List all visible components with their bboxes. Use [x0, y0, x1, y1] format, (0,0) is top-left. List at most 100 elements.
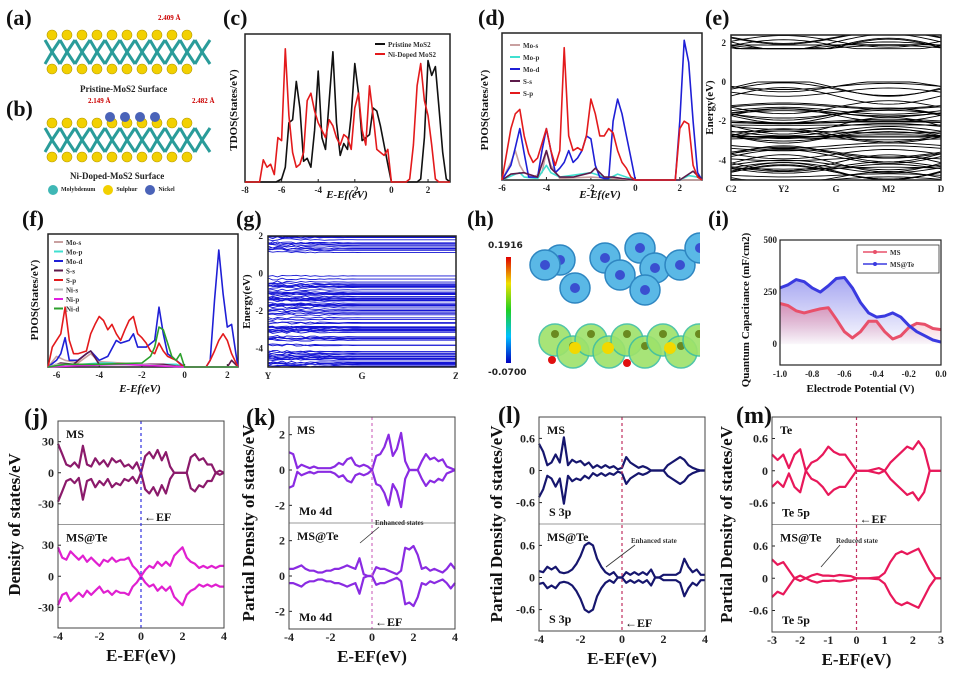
band-line — [268, 331, 456, 333]
x-tick-label: 4 — [452, 630, 458, 644]
bond — [120, 128, 127, 140]
subpanel-label: MS — [297, 423, 315, 437]
bond — [165, 40, 172, 52]
band-line — [268, 275, 456, 277]
sulphur-atom — [664, 342, 676, 354]
x-tick-label: -1 — [823, 633, 833, 647]
band-line — [731, 123, 941, 129]
bond — [120, 40, 127, 52]
bond — [97, 52, 105, 64]
atom — [659, 330, 667, 338]
x-tick-label: 2 — [678, 183, 683, 193]
y-axis-label: PDOS(States/eV) — [29, 259, 41, 340]
x-tick-label: 3 — [938, 633, 944, 647]
bond — [135, 140, 142, 152]
series-line-s-s — [502, 151, 702, 180]
nickel-atom — [150, 112, 160, 122]
y-tick-label: 2 — [279, 428, 285, 442]
colorbar-min-label: -0.0700 — [488, 368, 526, 378]
bond — [97, 40, 105, 52]
bond — [165, 128, 172, 140]
bond — [52, 128, 60, 140]
bond — [127, 128, 135, 140]
bond — [157, 40, 165, 52]
y-tick-label: 0.6 — [520, 431, 535, 445]
x-tick-label: 0 — [182, 370, 187, 380]
legend-label: S-s — [66, 268, 75, 276]
bond — [172, 52, 180, 64]
bond — [112, 52, 120, 64]
x-axis-label: E-EF(eV) — [106, 646, 176, 665]
y-axis-label: Partial Density of states/eV — [239, 424, 258, 622]
band-line — [268, 308, 456, 310]
x-tick-label: M2 — [882, 184, 895, 194]
y-tick-label: -0.6 — [749, 496, 768, 510]
sulphur-atom — [167, 118, 177, 128]
bond — [67, 40, 75, 52]
legend-label: Mo-s — [66, 239, 81, 247]
x-tick-label: -0.4 — [869, 369, 884, 379]
atom — [615, 270, 625, 280]
band-line — [268, 278, 456, 280]
caption-pristine: Pristine-MoS2 Surface — [80, 84, 167, 94]
bond — [195, 128, 202, 140]
band-line — [268, 281, 456, 283]
x-tick-label: -1.0 — [773, 369, 788, 379]
dopant-atom — [623, 359, 631, 367]
panel-label-h: (h) — [467, 206, 494, 232]
atom — [587, 330, 595, 338]
bond — [172, 40, 180, 52]
bond — [202, 140, 210, 152]
sulphur-atom — [182, 64, 192, 74]
y-tick-label: 0 — [773, 339, 778, 349]
band-line — [268, 313, 456, 315]
legend-label: S-s — [523, 78, 532, 86]
sulphur-atom — [122, 30, 132, 40]
fermi-level-label: ←EF — [144, 510, 171, 524]
nickel-atom — [135, 112, 145, 122]
y-axis-label: Density of states/eV — [5, 452, 24, 595]
subpanel-label: MS — [66, 427, 84, 441]
bond — [105, 40, 112, 52]
sulphur-atom — [122, 64, 132, 74]
x-tick-label: -6 — [53, 370, 61, 380]
x-tick-label: 0 — [389, 185, 394, 195]
bond — [127, 40, 135, 52]
bond — [187, 40, 195, 52]
bond — [157, 140, 165, 152]
bond — [45, 140, 52, 152]
band-line — [268, 283, 456, 285]
bond — [135, 128, 142, 140]
y-axis-label: Quantum Capacitance (mF/cm2) — [740, 232, 752, 387]
series-line-up-ms-at-te — [539, 543, 705, 578]
y-axis-label: Energy(eV) — [704, 80, 716, 135]
atom — [540, 260, 550, 270]
series-line-s-p — [48, 307, 238, 367]
subpanel-label: MS@Te — [297, 529, 339, 543]
sulphur-atom — [182, 30, 192, 40]
sulphur-atom — [182, 152, 192, 162]
nickel-atom — [120, 112, 130, 122]
bond — [45, 128, 52, 140]
y-tick-label: -0.6 — [749, 604, 768, 618]
band-line — [268, 319, 456, 321]
x-tick-label: -4 — [314, 185, 322, 195]
bond — [127, 52, 135, 64]
bond — [142, 52, 150, 64]
legend-label: Ni-Doped MoS2 — [388, 51, 437, 59]
legend-nickel: Nickel — [145, 185, 174, 195]
colorbar-max-label: 0.1916 — [488, 241, 523, 251]
sulphur-atom — [182, 118, 192, 128]
x-tick-label: -6 — [498, 183, 506, 193]
sulphur-atom — [137, 64, 147, 74]
x-tick-label: 2 — [910, 633, 916, 647]
band-line — [268, 289, 456, 291]
